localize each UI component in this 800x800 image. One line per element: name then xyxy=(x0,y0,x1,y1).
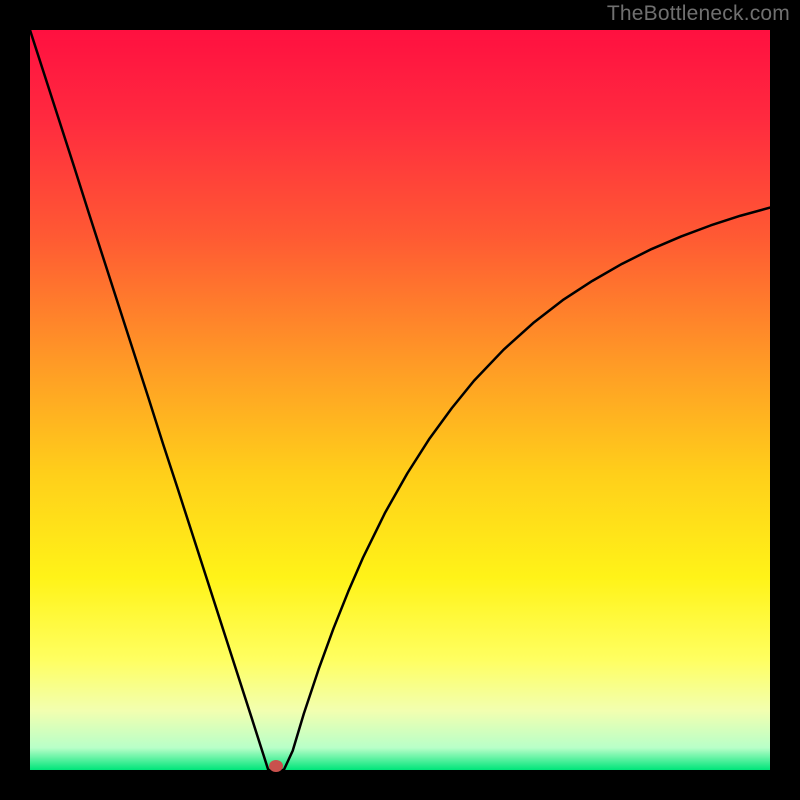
watermark-text: TheBottleneck.com xyxy=(607,2,790,26)
plot-frame xyxy=(30,30,770,770)
optimum-marker xyxy=(269,760,283,772)
bottleneck-curve xyxy=(30,30,770,770)
